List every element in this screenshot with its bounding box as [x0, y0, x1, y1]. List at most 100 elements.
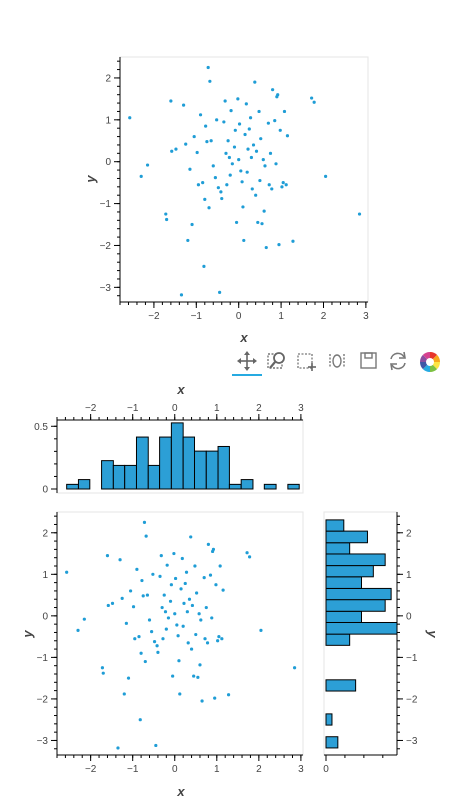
top-scatter-ylabel: y — [83, 175, 98, 184]
top-scatter-xlabel: x — [239, 330, 248, 345]
top-scatter-plot[interactable]: −2 −1 0 1 2 3 −3 −2 −1 0 1 2 x y — [83, 56, 369, 345]
bot-x-tick-label: 2 — [256, 764, 262, 775]
scatter-point — [142, 520, 147, 524]
top-x-tick-label: −2 — [148, 311, 160, 322]
box-select-tool-button[interactable] — [294, 348, 322, 376]
bot-x-tick-label: 0 — [172, 764, 178, 775]
scatter-point — [224, 151, 228, 155]
scatter-point — [215, 118, 219, 122]
histogram-bar — [170, 422, 184, 490]
scatter-point — [213, 176, 217, 180]
histogram-bar — [325, 633, 351, 646]
scatter-point — [140, 578, 144, 583]
top-scatter-frame[interactable] — [119, 56, 369, 303]
scatter-point — [65, 570, 69, 574]
yh-y-tick-label: 1 — [406, 570, 412, 581]
scatter-point — [170, 149, 174, 153]
pan-tool-button[interactable] — [232, 348, 262, 376]
bokeh-logo-button[interactable] — [419, 351, 441, 373]
scatter-point — [177, 659, 181, 663]
scatter-point — [126, 676, 131, 680]
scatter-point — [76, 628, 80, 632]
x-histogram-xlabel: x — [176, 382, 185, 397]
scatter-point — [233, 128, 237, 132]
scatter-point — [186, 641, 190, 645]
scatter-point — [138, 718, 142, 722]
scatter-point — [270, 187, 274, 191]
box-zoom-tool-button[interactable] — [264, 348, 292, 376]
histogram-bar — [325, 519, 345, 532]
scatter-point — [165, 217, 169, 222]
bottom-scatter-plot[interactable]: −2 −1 0 1 2 3 −3 −2 −1 0 1 2 x y — [20, 511, 304, 799]
x-histogram-plot[interactable]: x −2 −1 0 1 2 3 00.5 — [34, 382, 304, 496]
scatter-point — [193, 564, 197, 568]
scatter-point — [155, 644, 159, 648]
scatter-point — [207, 206, 211, 210]
scatter-point — [202, 576, 206, 580]
scatter-point — [164, 627, 168, 631]
scatter-point — [266, 121, 270, 125]
histogram-bar — [325, 587, 392, 601]
scatter-point — [232, 145, 237, 149]
x-histogram-y-axis: 00.5 — [34, 420, 58, 496]
histogram-bar — [205, 450, 219, 490]
scatter-point — [258, 178, 262, 183]
histogram-bar — [77, 479, 91, 490]
bottom-scatter-points — [65, 520, 297, 750]
histogram-bar — [112, 464, 126, 490]
save-tool-bg[interactable] — [354, 348, 382, 376]
scatter-point — [242, 238, 246, 243]
scatter-point — [204, 124, 208, 128]
bot-y-tick-label: −1 — [37, 653, 49, 664]
scatter-point — [135, 567, 139, 571]
scatter-point — [217, 635, 221, 639]
scatter-point — [198, 113, 203, 117]
scatter-point — [184, 570, 189, 574]
scatter-point — [124, 621, 128, 625]
scatter-point — [229, 109, 233, 113]
scatter-point — [189, 535, 193, 539]
scatter-point — [100, 666, 105, 670]
scatter-point — [175, 623, 179, 627]
top-x-tick-label: 0 — [236, 311, 242, 322]
bot-x-tick-label: 3 — [298, 764, 304, 775]
scatter-point — [240, 180, 244, 184]
scatter-point — [141, 594, 145, 598]
scatter-point — [216, 186, 220, 190]
xh-x-tick-label: 1 — [214, 403, 220, 414]
scatter-point — [259, 137, 263, 141]
scatter-point — [105, 554, 110, 558]
scatter-point — [150, 630, 154, 634]
scatter-point — [284, 183, 288, 187]
scatter-point — [254, 149, 259, 153]
scatter-point — [204, 605, 208, 610]
bottom-scatter-frame[interactable] — [56, 511, 304, 756]
scatter-point — [169, 99, 173, 103]
reset-tool-button[interactable] — [384, 348, 412, 376]
top-scatter-x-axis: −2 −1 0 1 2 3 — [119, 301, 369, 322]
scatter-point — [156, 650, 160, 655]
scatter-point — [206, 65, 210, 70]
scatter-point — [151, 572, 155, 576]
y-histogram-plot[interactable]: 0 −3 −2 −1 0 1 2 y — [323, 511, 440, 775]
bot-y-tick-label: 1 — [42, 570, 48, 581]
box-select-tool-bg[interactable] — [294, 348, 322, 376]
scatter-point — [226, 693, 231, 697]
reset-tool-bg[interactable] — [384, 348, 412, 376]
bottom-scatter-y-axis: −3 −2 −1 0 1 2 — [37, 512, 58, 755]
scatter-point — [241, 205, 245, 209]
scatter-point — [225, 183, 229, 187]
scatter-point — [181, 103, 186, 107]
scatter-point — [101, 671, 105, 675]
scatter-point — [122, 692, 126, 696]
scatter-point — [199, 618, 203, 622]
y-histogram-x-axis: 0 — [323, 754, 397, 775]
scatter-point — [139, 651, 143, 655]
scatter-point — [257, 109, 261, 114]
scatter-point — [192, 134, 196, 139]
scatter-point — [223, 99, 227, 103]
save-tool-button[interactable] — [354, 348, 382, 376]
lasso-tool-button[interactable] — [324, 348, 352, 376]
lasso-tool-bg[interactable] — [324, 348, 352, 376]
scatter-point — [291, 239, 295, 243]
